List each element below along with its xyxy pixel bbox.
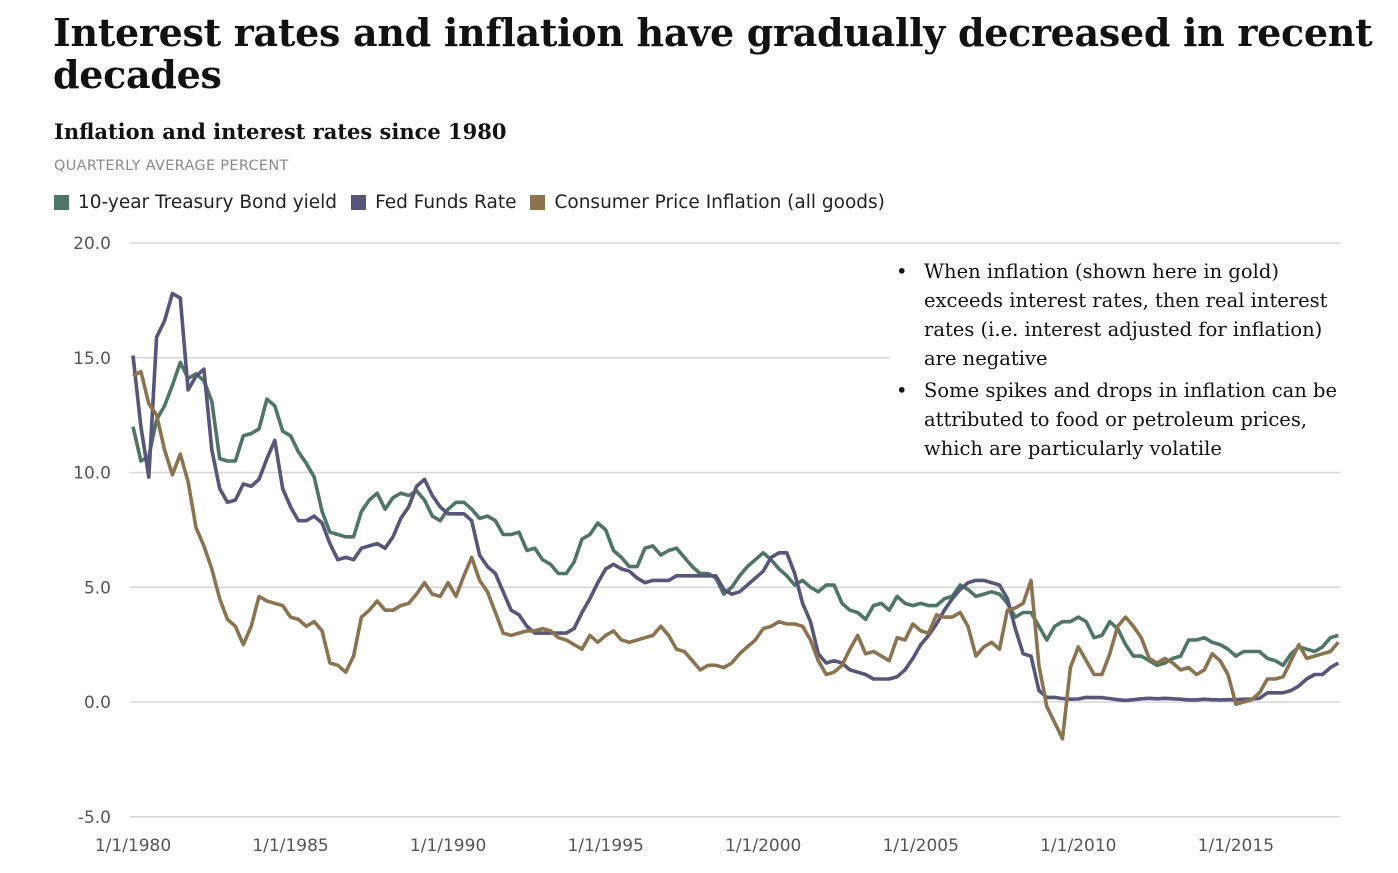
legend-label-treasury: 10-year Treasury Bond yield [78,192,338,213]
chart-subtitle: Inflation and interest rates since 1980 [54,119,507,144]
legend-swatch-fed-funds [351,195,367,210]
x-tick-label: 1/1/1980 [95,836,171,856]
annotation-notes: When inflation (shown here in gold) exce… [890,257,1345,470]
series-line-treasury [131,360,1339,668]
legend-swatch-treasury [54,195,69,210]
y-tick-label: 15.0 [73,349,111,369]
legend: 10-year Treasury Bond yield Fed Funds Ra… [54,192,885,213]
page-title: Interest rates and inflation have gradua… [53,10,1373,97]
legend-item-cpi: Consumer Price Inflation (all goods) [530,192,885,213]
y-tick-label: 10.0 [73,464,111,484]
x-tick-label: 1/1/1990 [410,836,486,856]
x-tick-label: 1/1/2005 [883,836,959,856]
y-tick-label: 5.0 [84,578,111,598]
y-tick-label: -5.0 [78,808,111,828]
unit-label: QUARTERLY AVERAGE PERCENT [54,158,289,174]
legend-label-cpi: Consumer Price Inflation (all goods) [554,192,885,213]
legend-swatch-cpi [530,195,546,210]
x-tick-label: 1/1/1985 [252,836,328,856]
x-tick-label: 1/1/2015 [1198,836,1274,856]
y-tick-label: 0.0 [84,693,111,713]
series-line-fed-funds [131,291,1340,703]
x-tick-label: 1/1/2010 [1040,836,1116,856]
x-tick-label: 1/1/1995 [567,836,643,856]
legend-item-treasury: 10-year Treasury Bond yield [54,192,337,213]
legend-item-fed-funds: Fed Funds Rate [351,192,516,213]
y-tick-label: 20.0 [73,234,111,254]
series-line-cpi [132,369,1340,741]
annotation-note-1: When inflation (shown here in gold) exce… [890,257,1345,373]
annotation-note-2: Some spikes and drops in inflation can b… [890,376,1345,463]
x-tick-label: 1/1/2000 [725,836,801,856]
legend-label-fed-funds: Fed Funds Rate [375,192,517,213]
